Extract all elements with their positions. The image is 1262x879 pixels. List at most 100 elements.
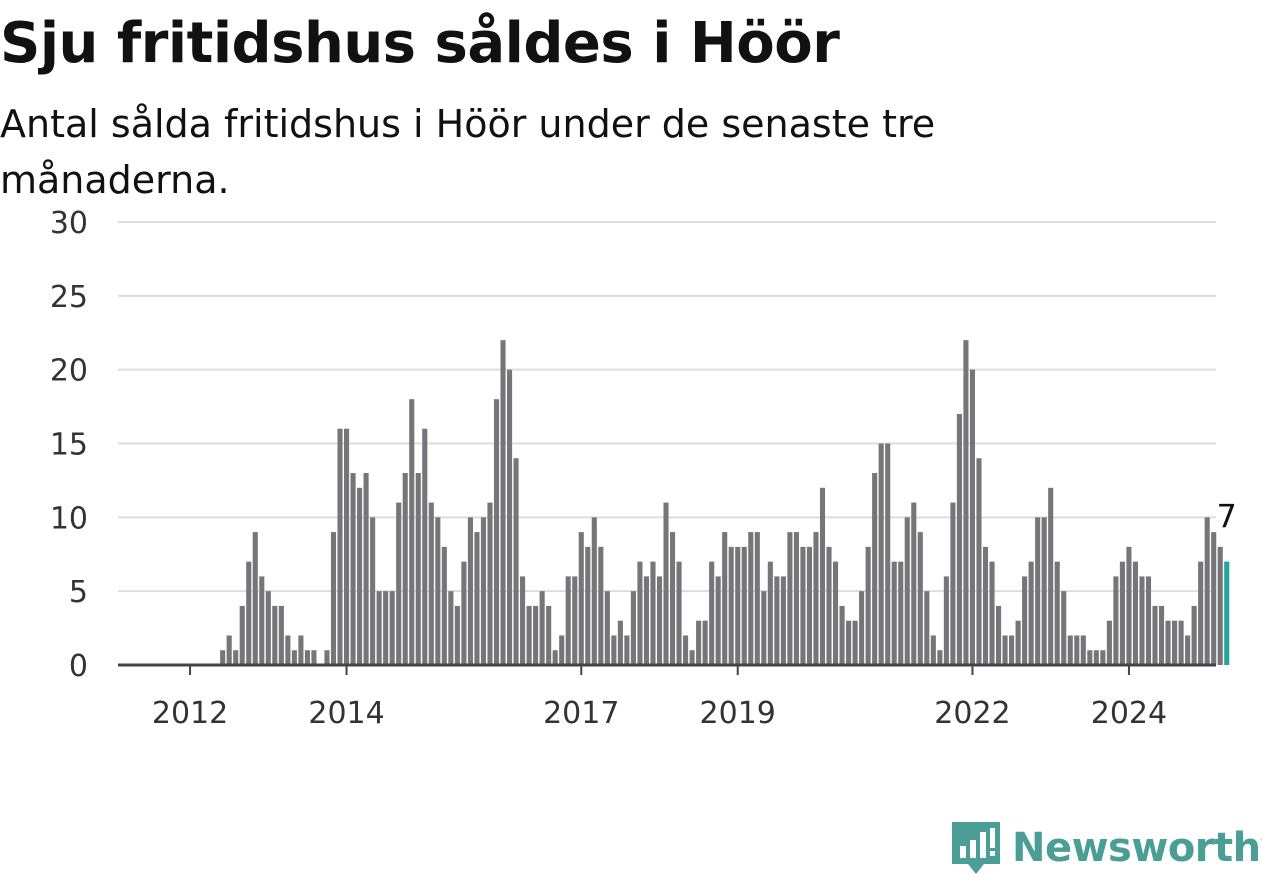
bar (513, 458, 519, 665)
bar (1126, 546, 1132, 665)
bar (963, 340, 969, 665)
bar (546, 605, 552, 665)
bar (650, 561, 656, 665)
y-axis: 0 5 10 15 20 25 30 (50, 206, 88, 684)
bar (1119, 561, 1125, 665)
bar (793, 532, 799, 665)
bar (343, 428, 350, 665)
bar (337, 428, 343, 665)
bar (930, 635, 936, 665)
bar (1139, 576, 1145, 665)
bar (976, 458, 982, 665)
bar (969, 369, 976, 665)
bar (350, 473, 356, 665)
chart-title: Sju fritidshus såldes i Höör (0, 11, 840, 76)
bar (265, 591, 271, 665)
bar (819, 487, 826, 665)
bar (304, 650, 310, 665)
bar (357, 487, 363, 665)
newsworthy-logo-icon (952, 822, 1000, 874)
bar (780, 576, 786, 665)
bar (461, 561, 467, 665)
bar (904, 517, 910, 665)
bar (409, 399, 415, 665)
bar (252, 532, 258, 665)
bar (402, 473, 408, 665)
bar (630, 591, 636, 665)
bar (533, 605, 539, 665)
bar (565, 576, 571, 665)
bar (435, 517, 441, 665)
x-tick-label: 2024 (1091, 696, 1167, 731)
bar (285, 635, 291, 665)
bar (728, 546, 734, 665)
bar (598, 546, 604, 665)
bar (246, 561, 252, 665)
bar (885, 443, 891, 665)
x-tick-label: 2014 (308, 696, 384, 731)
bar (383, 591, 389, 665)
bar (617, 620, 623, 665)
bar (396, 502, 402, 665)
bar (259, 576, 265, 665)
bar (389, 591, 395, 665)
bar (363, 473, 369, 665)
bar (539, 591, 545, 665)
bar (278, 605, 284, 665)
bar (552, 650, 558, 665)
y-tick-label: 0 (69, 649, 88, 684)
bar (239, 605, 245, 665)
bar (1198, 561, 1204, 665)
bar (937, 650, 943, 665)
bar (715, 576, 721, 665)
bar (917, 532, 923, 665)
bar (865, 546, 871, 665)
bar (683, 635, 689, 665)
bar (774, 576, 780, 665)
bar (709, 561, 715, 665)
bar (891, 561, 897, 665)
bar (272, 605, 278, 665)
last-value-label: 7 (1217, 498, 1237, 536)
bar (761, 591, 767, 665)
bar (591, 517, 597, 665)
bar (578, 532, 584, 665)
bar (376, 591, 382, 665)
bar (767, 561, 773, 665)
x-tick-label: 2019 (700, 696, 776, 731)
bar (982, 546, 989, 665)
bar (311, 650, 317, 665)
bar (702, 620, 708, 665)
bar (480, 517, 487, 665)
bar (298, 635, 304, 665)
bar (754, 532, 760, 665)
bar (735, 546, 741, 665)
bar (832, 561, 839, 665)
bar (1106, 620, 1112, 665)
bar (943, 576, 949, 665)
bar (748, 532, 754, 665)
bar (1067, 635, 1073, 665)
bar (1191, 605, 1197, 665)
bar (1113, 576, 1119, 665)
bar (696, 620, 702, 665)
bar (852, 620, 858, 665)
bar (1152, 605, 1158, 665)
bar (872, 473, 878, 665)
highlighted-bar (1224, 561, 1230, 665)
y-tick-label: 20 (50, 354, 88, 389)
bar (1158, 605, 1165, 665)
bar (1172, 620, 1178, 665)
bar (1165, 620, 1171, 665)
bar (722, 532, 728, 665)
bar (859, 591, 865, 665)
bar (220, 650, 226, 665)
bar (663, 502, 669, 665)
bar (676, 561, 682, 665)
bar (787, 532, 793, 665)
bar (500, 340, 506, 665)
bar (611, 635, 617, 665)
bar (448, 591, 454, 665)
bar (493, 399, 500, 665)
